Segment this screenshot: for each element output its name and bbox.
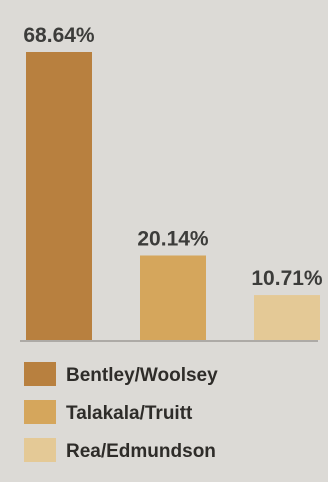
value-labels-group: 68.64% 20.14% 10.71% [23, 24, 323, 290]
legend-swatch-talakala-truitt [24, 400, 56, 424]
bar-bentley-woolsey [26, 52, 92, 340]
value-label-rea-edmundson: 10.71% [251, 267, 323, 290]
bars-group [26, 52, 320, 340]
value-label-bentley-woolsey: 68.64% [23, 24, 95, 47]
legend: Bentley/Woolsey Talakala/Truitt Rea/Edmund… [24, 362, 218, 462]
bar-talakala-truitt [140, 255, 206, 340]
legend-label-talakala-truitt: Talakala/Truitt [66, 403, 193, 424]
bar-rea-edmundson [254, 295, 320, 340]
legend-swatch-rea-edmundson [24, 438, 56, 462]
value-label-talakala-truitt: 20.14% [137, 227, 209, 250]
legend-label-bentley-woolsey: Bentley/Woolsey [66, 365, 218, 386]
legend-swatch-bentley-woolsey [24, 362, 56, 386]
legend-label-rea-edmundson: Rea/Edmundson [66, 441, 216, 462]
